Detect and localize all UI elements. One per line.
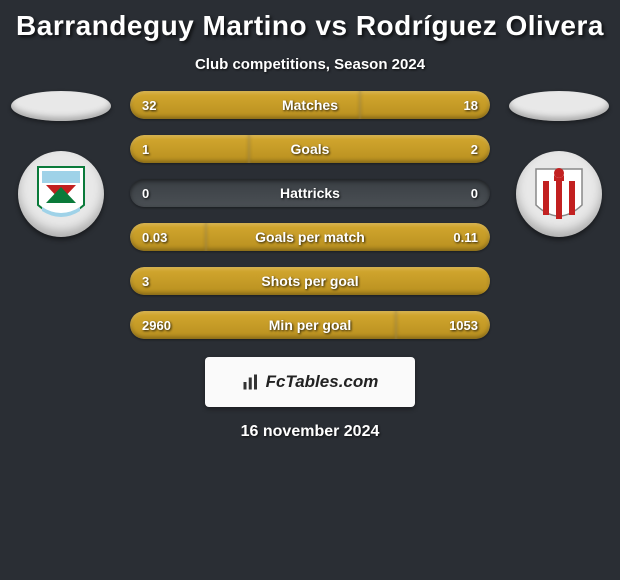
player-left-club-badge	[18, 151, 104, 237]
stat-fill-left	[130, 223, 206, 251]
shield-icon	[36, 165, 86, 223]
stat-bar: 0.030.11Goals per match	[130, 223, 490, 251]
subtitle: Club competitions, Season 2024	[195, 56, 425, 73]
stat-bar: 3Shots per goal	[130, 267, 490, 295]
player-left-column	[6, 91, 116, 237]
date-text: 16 november 2024	[241, 423, 380, 441]
chart-bars-icon	[242, 373, 260, 391]
stat-bar: 3218Matches	[130, 91, 490, 119]
stat-fill-left	[130, 135, 249, 163]
stats-column: 3218Matches 12Goals 0 0Hattricks 0.030.11Goa…	[130, 91, 490, 339]
stat-fill-left	[130, 91, 360, 119]
stat-value-left: 0	[142, 179, 149, 207]
shield-icon	[534, 165, 584, 223]
stat-bar: 12Goals	[130, 135, 490, 163]
page-title: Barrandeguy Martino vs Rodríguez Olivera	[6, 10, 614, 42]
brand-box: FcTables.com	[205, 357, 415, 407]
stat-fill-left	[130, 267, 490, 295]
player-right-column	[504, 91, 614, 237]
player-right-club-badge	[516, 151, 602, 237]
stat-value-right: 0	[471, 179, 478, 207]
stat-fill-right	[360, 91, 490, 119]
stat-fill-right	[396, 311, 490, 339]
player-right-portrait-placeholder	[509, 91, 609, 121]
stat-fill-left	[130, 311, 396, 339]
comparison-infographic: Barrandeguy Martino vs Rodríguez Olivera…	[0, 0, 620, 441]
stat-bar: 29601053Min per goal	[130, 311, 490, 339]
stat-fill-right	[206, 223, 490, 251]
stat-fill-right	[249, 135, 490, 163]
main-row: 3218Matches 12Goals 0 0Hattricks 0.030.11Goa…	[0, 91, 620, 339]
stat-bar: 0 0Hattricks	[130, 179, 490, 207]
brand-text: FcTables.com	[266, 372, 379, 392]
player-left-portrait-placeholder	[11, 91, 111, 121]
stat-label: Hattricks	[130, 179, 490, 207]
